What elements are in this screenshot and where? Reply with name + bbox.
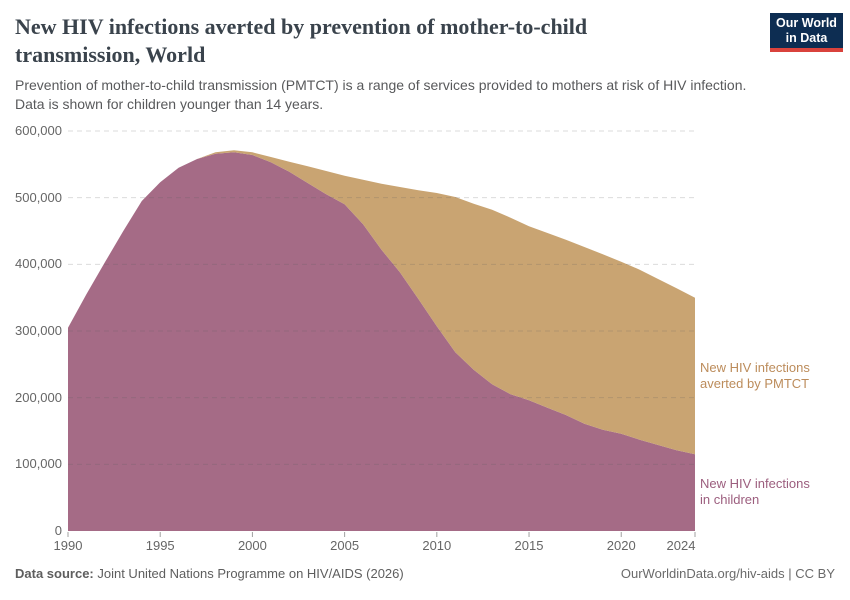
title-line-1: New HIV infections averted by prevention… xyxy=(15,14,588,39)
series-label-children-line-1: New HIV infections xyxy=(700,476,810,491)
page-title: New HIV infections averted by prevention… xyxy=(15,13,587,69)
x-axis-label: 1995 xyxy=(145,538,175,553)
x-axis-label: 2024 xyxy=(666,538,696,553)
series-label-averted-line-1: New HIV infections xyxy=(700,360,810,375)
series-label-averted-line-2: averted by PMTCT xyxy=(700,375,810,391)
x-axis-label: 2000 xyxy=(237,538,267,553)
series-label-children: New HIV infections in children xyxy=(700,476,810,507)
series-label-averted: New HIV infections averted by PMTCT xyxy=(700,360,810,391)
x-axis-label: 2010 xyxy=(422,538,452,553)
x-axis-label: 2005 xyxy=(330,538,360,553)
data-source-text: Joint United Nations Programme on HIV/AI… xyxy=(93,566,404,581)
data-source-label: Data source: xyxy=(15,566,94,581)
y-axis-label: 100,000 xyxy=(15,456,62,472)
owid-logo-line-1: Our World xyxy=(776,16,837,30)
footer-license-link[interactable]: OurWorldinData.org/hiv-aids | CC BY xyxy=(620,566,835,581)
y-axis-label: 0 xyxy=(54,523,62,538)
owid-logo-line-2: in Data xyxy=(785,31,828,45)
subtitle-line-1: Prevention of mother-to-child transmissi… xyxy=(15,77,747,93)
x-axis-label: 1990 xyxy=(53,538,83,553)
y-axis-label: 400,000 xyxy=(15,256,62,272)
y-axis-label: 600,000 xyxy=(15,123,62,138)
subtitle-line-2: Data is shown for children younger than … xyxy=(15,96,324,112)
x-axis-label: 2015 xyxy=(514,538,544,553)
chart-footer: Data source: Joint United Nations Progra… xyxy=(15,566,835,581)
title-line-2: transmission, World xyxy=(15,42,206,67)
owid-logo[interactable]: Our World in Data xyxy=(770,13,843,52)
y-axis-label: 300,000 xyxy=(15,323,62,338)
y-axis-label: 200,000 xyxy=(15,389,62,405)
y-axis-label: 500,000 xyxy=(15,189,62,205)
area-children xyxy=(68,152,695,532)
series-label-children-line-2: in children xyxy=(700,491,760,507)
x-axis-label: 2020 xyxy=(606,538,636,553)
area-averted xyxy=(68,150,695,455)
chart-subtitle: Prevention of mother-to-child transmissi… xyxy=(15,76,746,114)
